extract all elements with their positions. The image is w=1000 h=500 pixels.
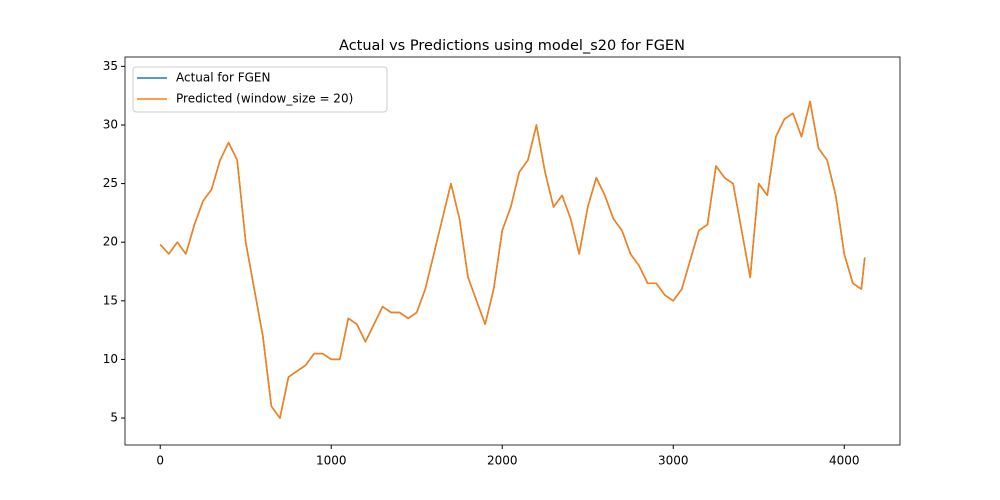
y-tick-label: 35 [103,59,118,73]
legend-label: Actual for FGEN [176,71,270,85]
legend-box [132,66,388,113]
y-tick-label: 5 [110,411,118,425]
x-tick-label: 4000 [829,454,860,468]
x-tick-label: 1000 [316,454,347,468]
y-tick-label: 20 [103,235,118,249]
plot-frame [124,56,901,446]
legend-label: Predicted (window_size = 20) [176,92,353,106]
y-tick-label: 15 [103,293,118,307]
chart-title: Actual vs Predictions using model_s20 fo… [339,38,685,54]
y-tick-label: 10 [103,352,118,366]
x-tick-label: 2000 [487,454,518,468]
x-tick-label: 0 [156,454,164,468]
x-tick-label: 3000 [658,454,689,468]
y-tick-label: 25 [103,176,118,190]
series-line [159,100,866,419]
y-tick-label: 30 [103,117,118,131]
